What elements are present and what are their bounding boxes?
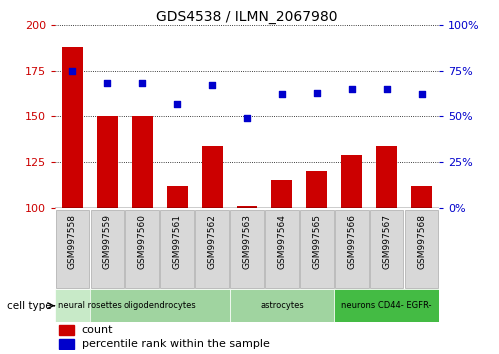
Bar: [306, 171, 327, 208]
FancyBboxPatch shape: [300, 210, 334, 288]
Bar: [62, 47, 83, 208]
Text: GSM997567: GSM997567: [382, 215, 391, 269]
Text: GSM997568: GSM997568: [417, 215, 426, 269]
FancyBboxPatch shape: [405, 210, 439, 288]
FancyBboxPatch shape: [335, 210, 369, 288]
FancyBboxPatch shape: [230, 210, 264, 288]
Text: GSM997566: GSM997566: [347, 215, 356, 269]
Bar: [411, 186, 432, 208]
FancyBboxPatch shape: [195, 210, 229, 288]
FancyBboxPatch shape: [90, 290, 230, 322]
Title: GDS4538 / ILMN_2067980: GDS4538 / ILMN_2067980: [156, 10, 338, 24]
Point: [418, 92, 426, 97]
Point: [173, 101, 181, 107]
Text: count: count: [82, 325, 113, 335]
Point: [383, 86, 391, 92]
FancyBboxPatch shape: [55, 210, 89, 288]
Bar: [59, 325, 74, 335]
FancyBboxPatch shape: [160, 210, 194, 288]
Text: GSM997562: GSM997562: [208, 215, 217, 269]
Text: GSM997560: GSM997560: [138, 215, 147, 269]
FancyBboxPatch shape: [230, 290, 334, 322]
Bar: [167, 186, 188, 208]
FancyBboxPatch shape: [55, 290, 125, 322]
Bar: [97, 116, 118, 208]
Bar: [59, 339, 74, 349]
Point: [313, 90, 321, 95]
Text: GSM997565: GSM997565: [312, 215, 321, 269]
Bar: [202, 146, 223, 208]
Point: [68, 68, 76, 73]
FancyBboxPatch shape: [334, 290, 439, 322]
Point: [278, 92, 286, 97]
Text: GSM997559: GSM997559: [103, 215, 112, 269]
Bar: [132, 116, 153, 208]
Text: GSM997564: GSM997564: [277, 215, 286, 269]
Point: [138, 81, 146, 86]
Text: GSM997561: GSM997561: [173, 215, 182, 269]
Text: oligodendrocytes: oligodendrocytes: [123, 301, 196, 310]
Text: neural rosettes: neural rosettes: [58, 301, 122, 310]
FancyBboxPatch shape: [265, 210, 299, 288]
Bar: [237, 206, 257, 208]
FancyBboxPatch shape: [90, 210, 124, 288]
Point: [348, 86, 356, 92]
Text: GSM997563: GSM997563: [243, 215, 251, 269]
Bar: [376, 146, 397, 208]
Point: [103, 81, 111, 86]
Text: cell type: cell type: [7, 301, 55, 311]
Point: [208, 82, 216, 88]
Text: GSM997558: GSM997558: [68, 215, 77, 269]
FancyBboxPatch shape: [125, 210, 159, 288]
Text: neurons CD44- EGFR-: neurons CD44- EGFR-: [341, 301, 432, 310]
Text: percentile rank within the sample: percentile rank within the sample: [82, 339, 269, 349]
FancyBboxPatch shape: [370, 210, 404, 288]
Text: astrocytes: astrocytes: [260, 301, 304, 310]
Bar: [271, 181, 292, 208]
Bar: [341, 155, 362, 208]
Point: [243, 115, 251, 121]
